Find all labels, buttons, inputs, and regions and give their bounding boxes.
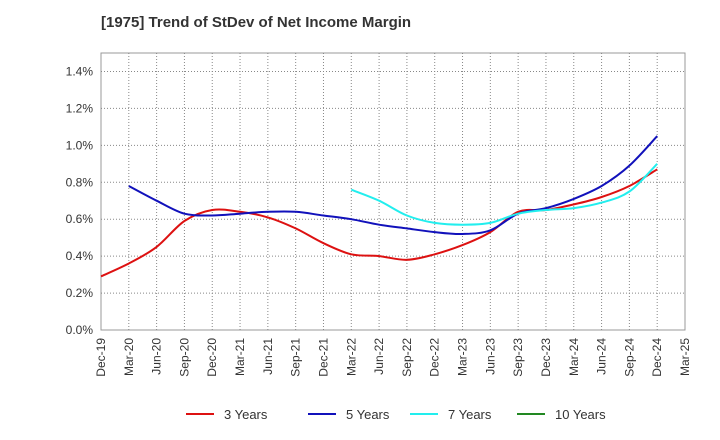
x-tick-label: Jun-22 bbox=[372, 338, 386, 375]
x-tick-label: Mar-23 bbox=[456, 338, 470, 376]
x-tick-label: Mar-21 bbox=[233, 338, 247, 376]
series-line-3-years bbox=[100, 168, 658, 278]
y-tick-label: 1.2% bbox=[66, 101, 94, 115]
x-tick-label: Sep-24 bbox=[622, 338, 636, 377]
x-tick-label: Dec-24 bbox=[650, 338, 664, 377]
y-tick-label: 0.2% bbox=[66, 286, 94, 300]
plot-area bbox=[100, 52, 686, 331]
y-tick-label: 0.4% bbox=[66, 249, 94, 263]
x-tick-label: Mar-24 bbox=[567, 338, 581, 376]
y-tick-label: 0.8% bbox=[66, 175, 94, 189]
x-tick-label: Dec-21 bbox=[316, 338, 330, 377]
series-line-7-years bbox=[350, 163, 658, 226]
x-tick-label: Jun-20 bbox=[150, 338, 164, 375]
x-tick-label: Sep-22 bbox=[400, 338, 414, 377]
x-tick-label: Mar-25 bbox=[678, 338, 692, 376]
x-tick-label: Dec-19 bbox=[94, 338, 108, 377]
legend-label-10-years: 10 Years bbox=[555, 407, 606, 422]
series-layer bbox=[100, 135, 658, 278]
x-tick-label: Mar-22 bbox=[344, 338, 358, 376]
x-tick-label: Sep-20 bbox=[177, 338, 191, 377]
y-tick-label: 1.4% bbox=[66, 64, 94, 78]
y-tick-label: 1.0% bbox=[66, 138, 94, 152]
grid bbox=[101, 53, 685, 330]
x-tick-label: Jun-23 bbox=[483, 338, 497, 375]
legend-label-7-years: 7 Years bbox=[448, 407, 492, 422]
chart-title: [1975] Trend of StDev of Net Income Marg… bbox=[101, 14, 412, 31]
x-tick-label: Dec-22 bbox=[428, 338, 442, 377]
x-tick-label: Jun-21 bbox=[261, 338, 275, 375]
legend-label-5-years: 5 Years bbox=[346, 407, 390, 422]
x-tick-label: Dec-23 bbox=[539, 338, 553, 377]
x-tick-label: Mar-20 bbox=[122, 338, 136, 376]
series-line-5-years bbox=[128, 135, 658, 236]
y-tick-label: 0.6% bbox=[66, 212, 94, 226]
legend-label-3-years: 3 Years bbox=[224, 407, 268, 422]
legend: 3 Years 5 Years 7 Years 10 Years bbox=[186, 407, 606, 422]
axis-ticks: Dec-19 Mar-20 Jun-20 Sep-20 Dec-20 Mar-21 Jun-… bbox=[66, 64, 692, 376]
x-tick-label: Sep-23 bbox=[511, 338, 525, 377]
x-tick-label: Jun-24 bbox=[595, 338, 609, 375]
x-tick-label: Sep-21 bbox=[289, 338, 303, 377]
x-tick-label: Dec-20 bbox=[205, 338, 219, 377]
y-tick-label: 0.0% bbox=[66, 323, 94, 337]
